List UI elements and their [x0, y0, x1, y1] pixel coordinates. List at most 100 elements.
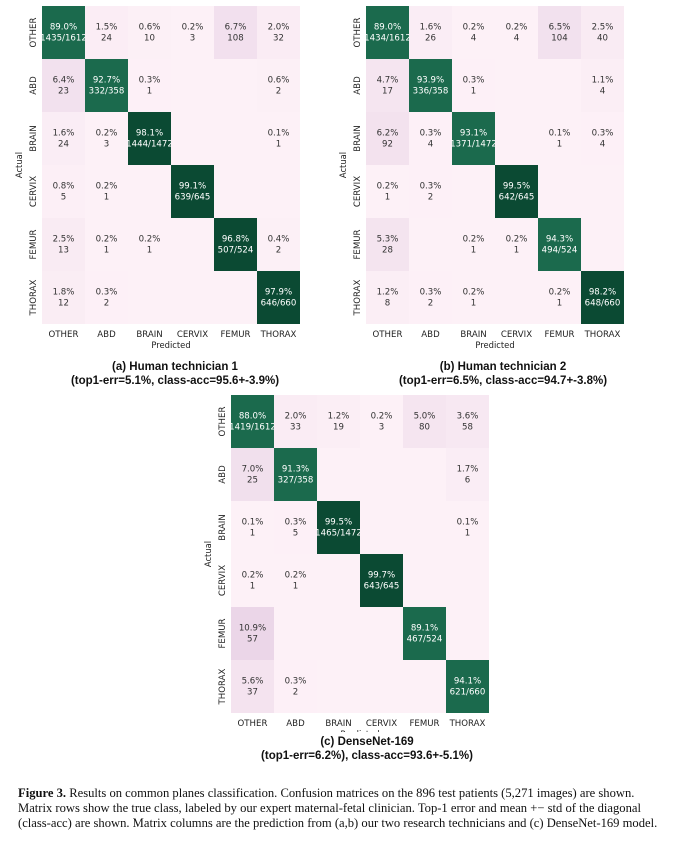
- cell-count-label: 80: [419, 423, 430, 433]
- cell-count-label: 25: [247, 476, 258, 486]
- heatmap-cell: [42, 218, 85, 271]
- x-tick-label: BRAIN: [325, 719, 351, 729]
- cell-count-label: 1419/1612: [229, 423, 276, 433]
- heatmap-cell: [128, 165, 171, 218]
- y-tick-label: ABD: [29, 76, 39, 95]
- cell-count-label: 621/660: [450, 688, 486, 698]
- heatmap-cell: [171, 165, 214, 218]
- cell-percent-label: 1.1%: [592, 76, 614, 86]
- heatmap-cell: [538, 112, 581, 165]
- y-axis-label: Actual: [203, 541, 213, 567]
- y-tick-label: BRAIN: [353, 125, 363, 151]
- cell-percent-label: 99.5%: [503, 182, 530, 192]
- cell-count-label: 32: [273, 34, 284, 44]
- cell-percent-label: 99.1%: [179, 182, 206, 192]
- cell-percent-label: 0.2%: [242, 571, 264, 581]
- heatmap-cell: [360, 395, 403, 448]
- cell-count-label: 17: [382, 87, 393, 97]
- cell-percent-label: 0.3%: [285, 518, 307, 528]
- heatmap-cell: [360, 554, 403, 607]
- cell-percent-label: 0.2%: [96, 235, 118, 245]
- cell-count-label: 13: [58, 246, 69, 256]
- panel-b-subtitle: (top1-err=6.5%, class-acc=94.7+-3.8%): [398, 375, 608, 387]
- cell-count-label: 332/358: [89, 87, 125, 97]
- cell-percent-label: 89.0%: [50, 23, 77, 33]
- cell-percent-label: 2.0%: [285, 412, 307, 422]
- cell-percent-label: 0.8%: [53, 182, 75, 192]
- heatmap-cell: [214, 271, 257, 324]
- heatmap-cell: [452, 112, 495, 165]
- heatmap-cell: [317, 501, 360, 554]
- heatmap-cell: [409, 112, 452, 165]
- y-tick-label: CERVIX: [353, 176, 363, 207]
- heatmap-cell: [366, 112, 409, 165]
- heatmap-cell: [409, 59, 452, 112]
- heatmap-grid: 89.0%1434/16121.6%260.2%40.2%46.5%1042.5…: [364, 6, 624, 324]
- y-tick-label: THORAX: [29, 279, 39, 316]
- cell-count-label: 1: [293, 582, 298, 592]
- cell-count-label: 4: [600, 87, 605, 97]
- cell-percent-label: 0.3%: [139, 76, 161, 86]
- heatmap-cell: [274, 607, 317, 660]
- heatmap-cell: [128, 218, 171, 271]
- x-tick-label: THORAX: [449, 719, 486, 729]
- heatmap-cell: [495, 165, 538, 218]
- heatmap-cell: [581, 112, 624, 165]
- cell-percent-label: 0.2%: [463, 288, 485, 298]
- heatmap-cell: [274, 554, 317, 607]
- cell-percent-label: 0.2%: [371, 412, 393, 422]
- cell-count-label: 1: [104, 246, 109, 256]
- heatmap-cell: [366, 271, 409, 324]
- cell-count-label: 2: [428, 299, 433, 309]
- heatmap-cell: [214, 59, 257, 112]
- cell-percent-label: 0.3%: [592, 129, 614, 139]
- x-tick-label: ABD: [286, 719, 305, 729]
- heatmap-cell: [495, 59, 538, 112]
- heatmap-cell: [214, 6, 257, 59]
- heatmap-cell: [85, 6, 128, 59]
- cell-count-label: 467/524: [407, 635, 443, 645]
- confusion-matrix-b: 89.0%1434/16121.6%260.2%40.2%46.5%1042.5…: [338, 6, 624, 350]
- cell-count-label: 3: [379, 423, 384, 433]
- y-tick-label: THORAX: [353, 279, 363, 316]
- confusion-matrix-panel-a: 89.0% 1435/1612 1.5% 24 0.6% 10 0.2% 3 6.7% 108 2.…: [4, 0, 346, 387]
- cell-count-label: 1465/1472: [315, 529, 362, 539]
- panel-c-subtitle: (top1-err=6.2%), class-acc=93.6+-5.1%): [261, 750, 473, 762]
- heatmap-cell: [581, 271, 624, 324]
- heatmap-cell: [495, 218, 538, 271]
- y-axis-label: Actual: [14, 152, 24, 178]
- heatmap-cell: [403, 660, 446, 713]
- cell-count-label: 1371/1472: [450, 140, 497, 150]
- cell-count-label: 494/524: [542, 246, 578, 256]
- cell-count-label: 1: [147, 87, 152, 97]
- heatmap-cell: [538, 165, 581, 218]
- cell-count-label: 92: [382, 140, 393, 150]
- cell-count-label: 648/660: [585, 299, 621, 309]
- heatmap-cell: [452, 165, 495, 218]
- cell-percent-label: 0.1%: [549, 129, 571, 139]
- cell-count-label: 4: [600, 140, 605, 150]
- heatmap-grid: 89.0%1435/16121.5%240.6%100.2%36.7%1082.…: [40, 6, 300, 324]
- cell-percent-label: 0.2%: [463, 23, 485, 33]
- x-tick-label: FEMUR: [409, 719, 439, 729]
- cell-count-label: 507/524: [218, 246, 254, 256]
- cell-count-label: 643/645: [364, 582, 400, 592]
- heatmap-cell: [403, 607, 446, 660]
- heatmap-cell: [257, 59, 300, 112]
- heatmap-cell: [231, 660, 274, 713]
- y-tick-label: BRAIN: [29, 125, 39, 151]
- heatmap-cell: [231, 607, 274, 660]
- heatmap-cell: [317, 554, 360, 607]
- cell-percent-label: 92.7%: [93, 76, 120, 86]
- cell-count-label: 23: [58, 87, 69, 97]
- cell-count-label: 642/645: [499, 193, 535, 203]
- cell-percent-label: 89.1%: [411, 624, 438, 634]
- heatmap-cell: [452, 271, 495, 324]
- heatmap-cell: [42, 59, 85, 112]
- cell-percent-label: 93.1%: [460, 129, 487, 139]
- x-tick-label: ABD: [421, 330, 440, 340]
- cell-percent-label: 96.8%: [222, 235, 249, 245]
- cell-count-label: 1: [250, 529, 255, 539]
- y-tick-label: ABD: [353, 76, 363, 95]
- cell-count-label: 19: [333, 423, 344, 433]
